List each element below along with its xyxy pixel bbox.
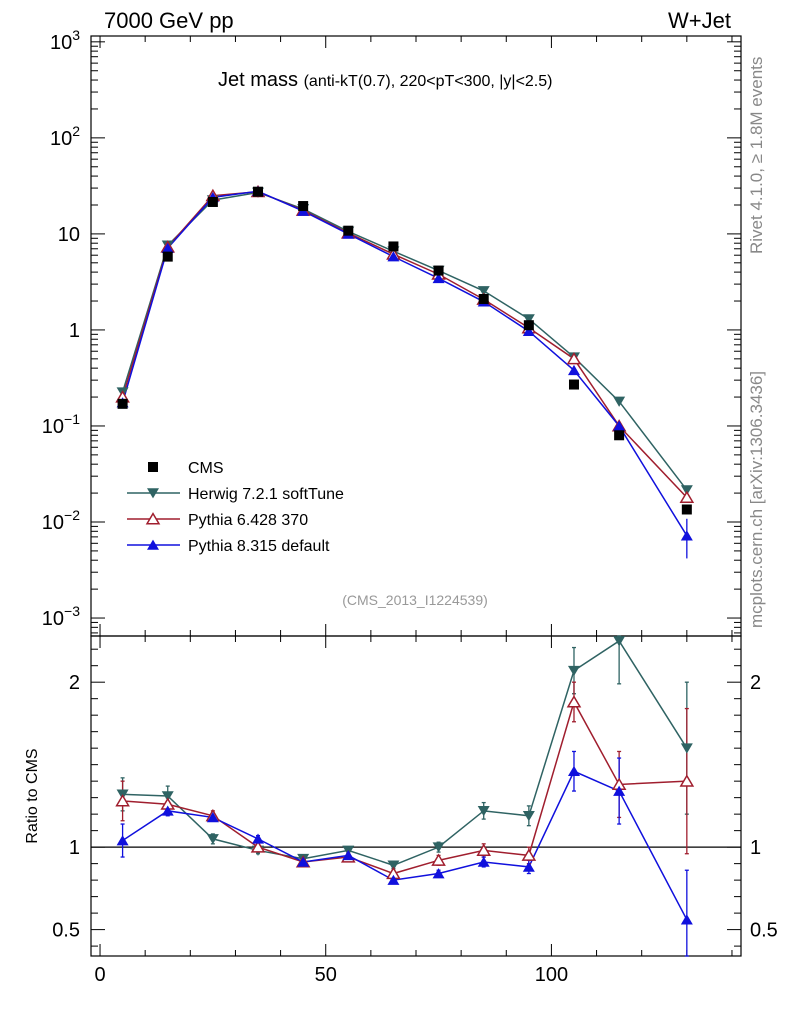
ratio-point — [250, 840, 266, 853]
legend-marker — [147, 539, 159, 550]
ratio-point — [680, 914, 693, 925]
ratio-y-tick-label-right: 0.5 — [750, 920, 778, 942]
ratio-point — [387, 874, 400, 885]
series-line — [121, 191, 688, 491]
ratio-y-tick-label-right: 1 — [750, 837, 761, 859]
series-point — [566, 351, 582, 365]
x-tick-label: 0 — [94, 964, 105, 986]
chart-subtitle: (anti-kT(0.7), 220<pT<300, |y|<2.5) — [304, 73, 553, 90]
energy-label: 7000 GeV pp — [104, 8, 234, 33]
analysis-id: (CMS_2013_I1224539) — [342, 592, 488, 608]
series-point — [679, 490, 695, 504]
rivet-version-label: Rivet 4.1.0, ≥ 1.8M events — [747, 57, 766, 254]
data-point — [162, 251, 173, 262]
series-point — [522, 314, 535, 325]
data-point — [433, 265, 444, 276]
data-point — [117, 398, 128, 409]
y-tick-label: 103 — [50, 27, 80, 54]
x-tick-label: 50 — [315, 964, 337, 986]
ratio-ylabel: Ratio to CMS — [24, 748, 41, 843]
series-point — [567, 364, 580, 376]
series-point — [680, 485, 693, 496]
legend-label: Pythia 8.315 default — [188, 538, 330, 555]
ratio-point — [342, 849, 355, 861]
ratio-point — [566, 695, 582, 708]
data-point — [298, 201, 309, 212]
ratio-series-line — [122, 770, 688, 921]
process-label: W+Jet — [668, 8, 731, 33]
ratio-point — [477, 806, 490, 817]
series-line — [121, 190, 688, 537]
series-line — [121, 190, 688, 499]
legend-marker — [145, 512, 161, 525]
ratio-point — [522, 861, 535, 872]
ratio-point — [613, 785, 626, 796]
legend-label: CMS — [188, 460, 224, 477]
y-tick-label: 10 — [58, 224, 80, 246]
ratio-point — [252, 833, 265, 844]
ratio-point — [521, 848, 537, 861]
ratio-point — [432, 868, 445, 879]
ratio-point — [680, 743, 693, 754]
legend-marker — [148, 462, 158, 472]
x-tick-label: 100 — [535, 964, 568, 986]
data-point — [343, 225, 354, 236]
series-point — [161, 242, 174, 253]
y-tick-label: 10−3 — [42, 603, 80, 630]
data-point — [681, 504, 692, 515]
ratio-point — [387, 860, 400, 871]
ratio-series-line — [122, 700, 687, 875]
ratio-point — [116, 835, 129, 846]
series-point — [613, 396, 626, 407]
ratio-y-tick-label-right: 2 — [750, 672, 761, 694]
series-point — [432, 272, 445, 284]
data-point — [478, 293, 489, 304]
mcplots-label: mcplots.cern.ch [arXiv:1306.3436] — [747, 371, 766, 628]
legend-marker — [147, 488, 159, 499]
ratio-point — [522, 810, 535, 822]
y-tick-label: 1 — [69, 320, 80, 342]
ratio-plot-area — [115, 635, 695, 957]
ratio-y-tick-label: 1 — [69, 837, 80, 859]
ratio-point — [476, 843, 492, 856]
ratio-y-tick-label: 0.5 — [52, 920, 80, 942]
ratio-point — [161, 805, 174, 816]
data-point — [253, 186, 264, 197]
ratio-point — [431, 853, 446, 866]
ratio-point — [567, 765, 580, 777]
data-point — [207, 196, 218, 207]
series-point — [613, 420, 626, 431]
y-tick-label: 10−1 — [42, 411, 80, 438]
data-point — [523, 320, 534, 331]
chart-title: Jet mass (anti-kT(0.7), 220<pT<300, |y|<… — [218, 69, 552, 91]
series-point — [387, 251, 400, 262]
chart-title-main: Jet mass — [218, 69, 298, 91]
legend-label: Herwig 7.2.1 softTune — [188, 486, 344, 503]
ratio-point — [206, 812, 219, 823]
y-tick-label: 10−2 — [42, 507, 80, 534]
ratio-point — [161, 791, 174, 802]
ratio-point — [567, 665, 580, 677]
axis-ticks: 0 50 100 10−3 10−2 10−1 1 10 102 103 0.5 0.5 1 1 2 2 — [42, 27, 778, 986]
legend-label: Pythia 6.428 370 — [188, 512, 308, 529]
series-point — [477, 286, 490, 297]
ratio-point — [477, 856, 490, 867]
data-point — [568, 379, 579, 390]
ratio-plot-frame — [90, 635, 742, 957]
ratio-point — [297, 856, 310, 867]
ratio-point — [432, 842, 445, 853]
ratio-point — [613, 636, 626, 647]
legend: CMS Herwig 7.2.1 softTune Pythia 6.428 370… — [127, 460, 344, 555]
y-tick-label: 102 — [50, 123, 80, 150]
data-point — [388, 241, 399, 252]
ratio-point — [115, 794, 130, 807]
ratio-point — [679, 774, 695, 787]
series-point — [522, 325, 535, 337]
data-point — [614, 430, 625, 441]
ratio-y-tick-label: 2 — [69, 672, 80, 694]
main-plot-area — [115, 184, 695, 559]
ratio-point — [206, 834, 219, 845]
